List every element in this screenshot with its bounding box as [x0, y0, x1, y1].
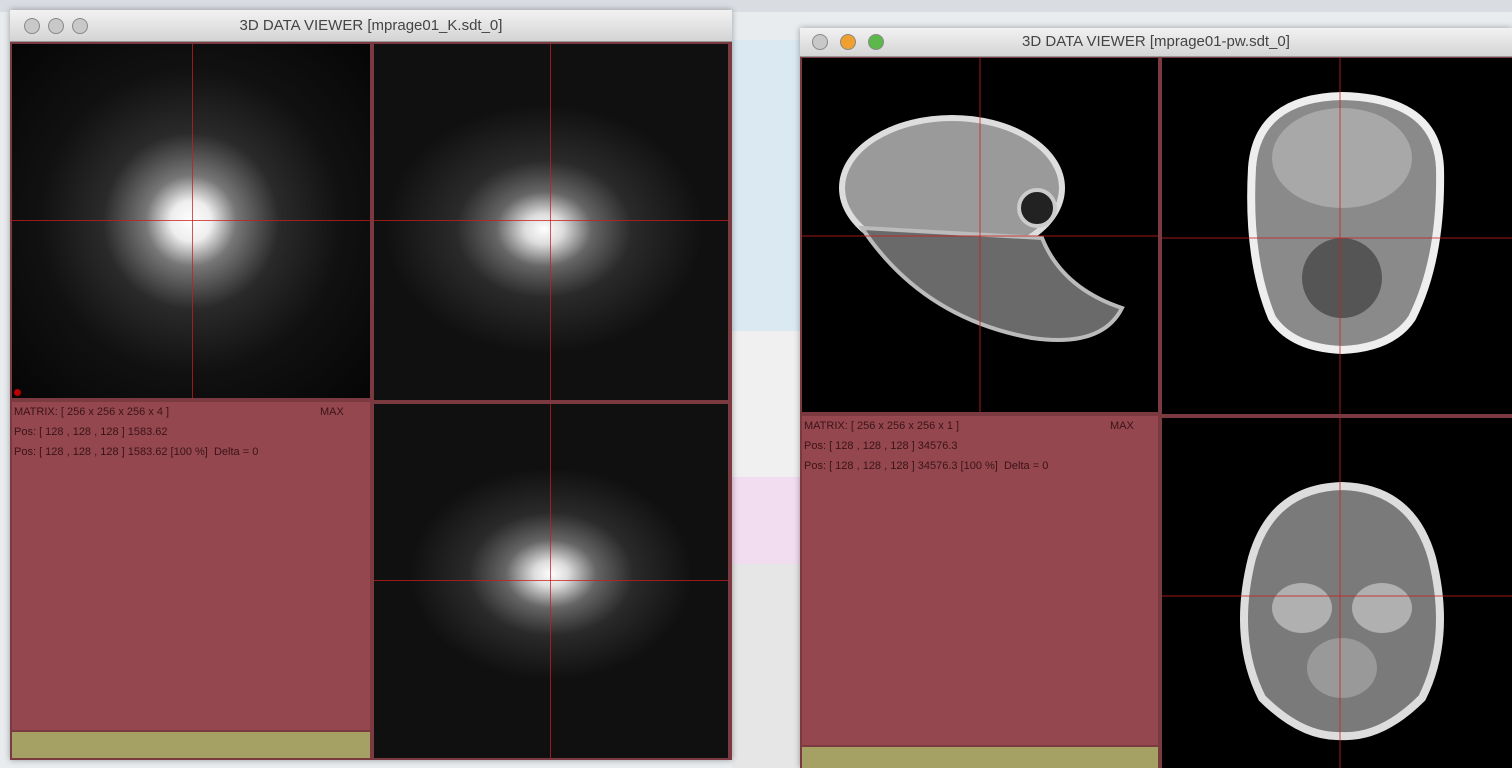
crosshair [374, 220, 728, 221]
view-panel [1162, 418, 1512, 768]
coronal-image [1162, 58, 1512, 414]
view-panel [374, 404, 728, 758]
pos-label: Pos: [ 128 , 128 , 128 ] 34576.3 [804, 440, 958, 452]
pos-detail-label: Pos: [ 128 , 128 , 128 ] 1583.62 [100 %]… [14, 446, 259, 458]
viewer-window: 3D DATA VIEWER [mprage01-pw.sdt_0] MATRI… [800, 28, 1512, 768]
close-button[interactable] [24, 18, 40, 34]
title-bar: 3D DATA VIEWER [mprage01_K.sdt_0] [10, 10, 732, 42]
status-bar [12, 732, 370, 758]
crosshair [12, 220, 370, 221]
sagittal-image [802, 58, 1158, 412]
view-panel [374, 44, 728, 400]
window-title: 3D DATA VIEWER [mprage01_K.sdt_0] [239, 17, 503, 34]
view-panel [12, 44, 370, 398]
minimize-button[interactable] [48, 18, 64, 34]
marker [14, 389, 21, 396]
max-label: MAX [1110, 420, 1134, 432]
crosshair [550, 404, 551, 758]
max-label: MAX [320, 406, 344, 418]
pos-detail-label: Pos: [ 128 , 128 , 128 ] 34576.3 [100 %]… [804, 460, 1049, 472]
zoom-button[interactable] [868, 34, 884, 50]
crosshair [192, 44, 193, 398]
matrix-label: MATRIX: [ 256 x 256 x 256 x 1 ] [804, 420, 960, 432]
view-panel [802, 58, 1158, 412]
axial-image [1162, 418, 1512, 768]
close-button[interactable] [812, 34, 828, 50]
info-panel: MATRIX: [ 256 x 256 x 256 x 1 ] MAX Pos:… [802, 416, 1158, 745]
matrix-label: MATRIX: [ 256 x 256 x 256 x 4 ] [14, 406, 170, 418]
window-title: 3D DATA VIEWER [mprage01-pw.sdt_0] [1022, 33, 1290, 50]
zoom-button[interactable] [72, 18, 88, 34]
info-panel: MATRIX: [ 256 x 256 x 256 x 4 ] MAX Pos:… [12, 402, 370, 730]
view-panel [1162, 58, 1512, 414]
status-bar [802, 747, 1158, 768]
background-app [732, 40, 800, 768]
pos-label: Pos: [ 128 , 128 , 128 ] 1583.62 [14, 426, 168, 438]
background-strip [0, 0, 1512, 12]
viewer-window: 3D DATA VIEWER [mprage01_K.sdt_0] MATRIX… [10, 10, 732, 760]
title-bar: 3D DATA VIEWER [mprage01-pw.sdt_0] [800, 28, 1512, 57]
minimize-button[interactable] [840, 34, 856, 50]
crosshair [550, 44, 551, 400]
crosshair [374, 580, 728, 581]
